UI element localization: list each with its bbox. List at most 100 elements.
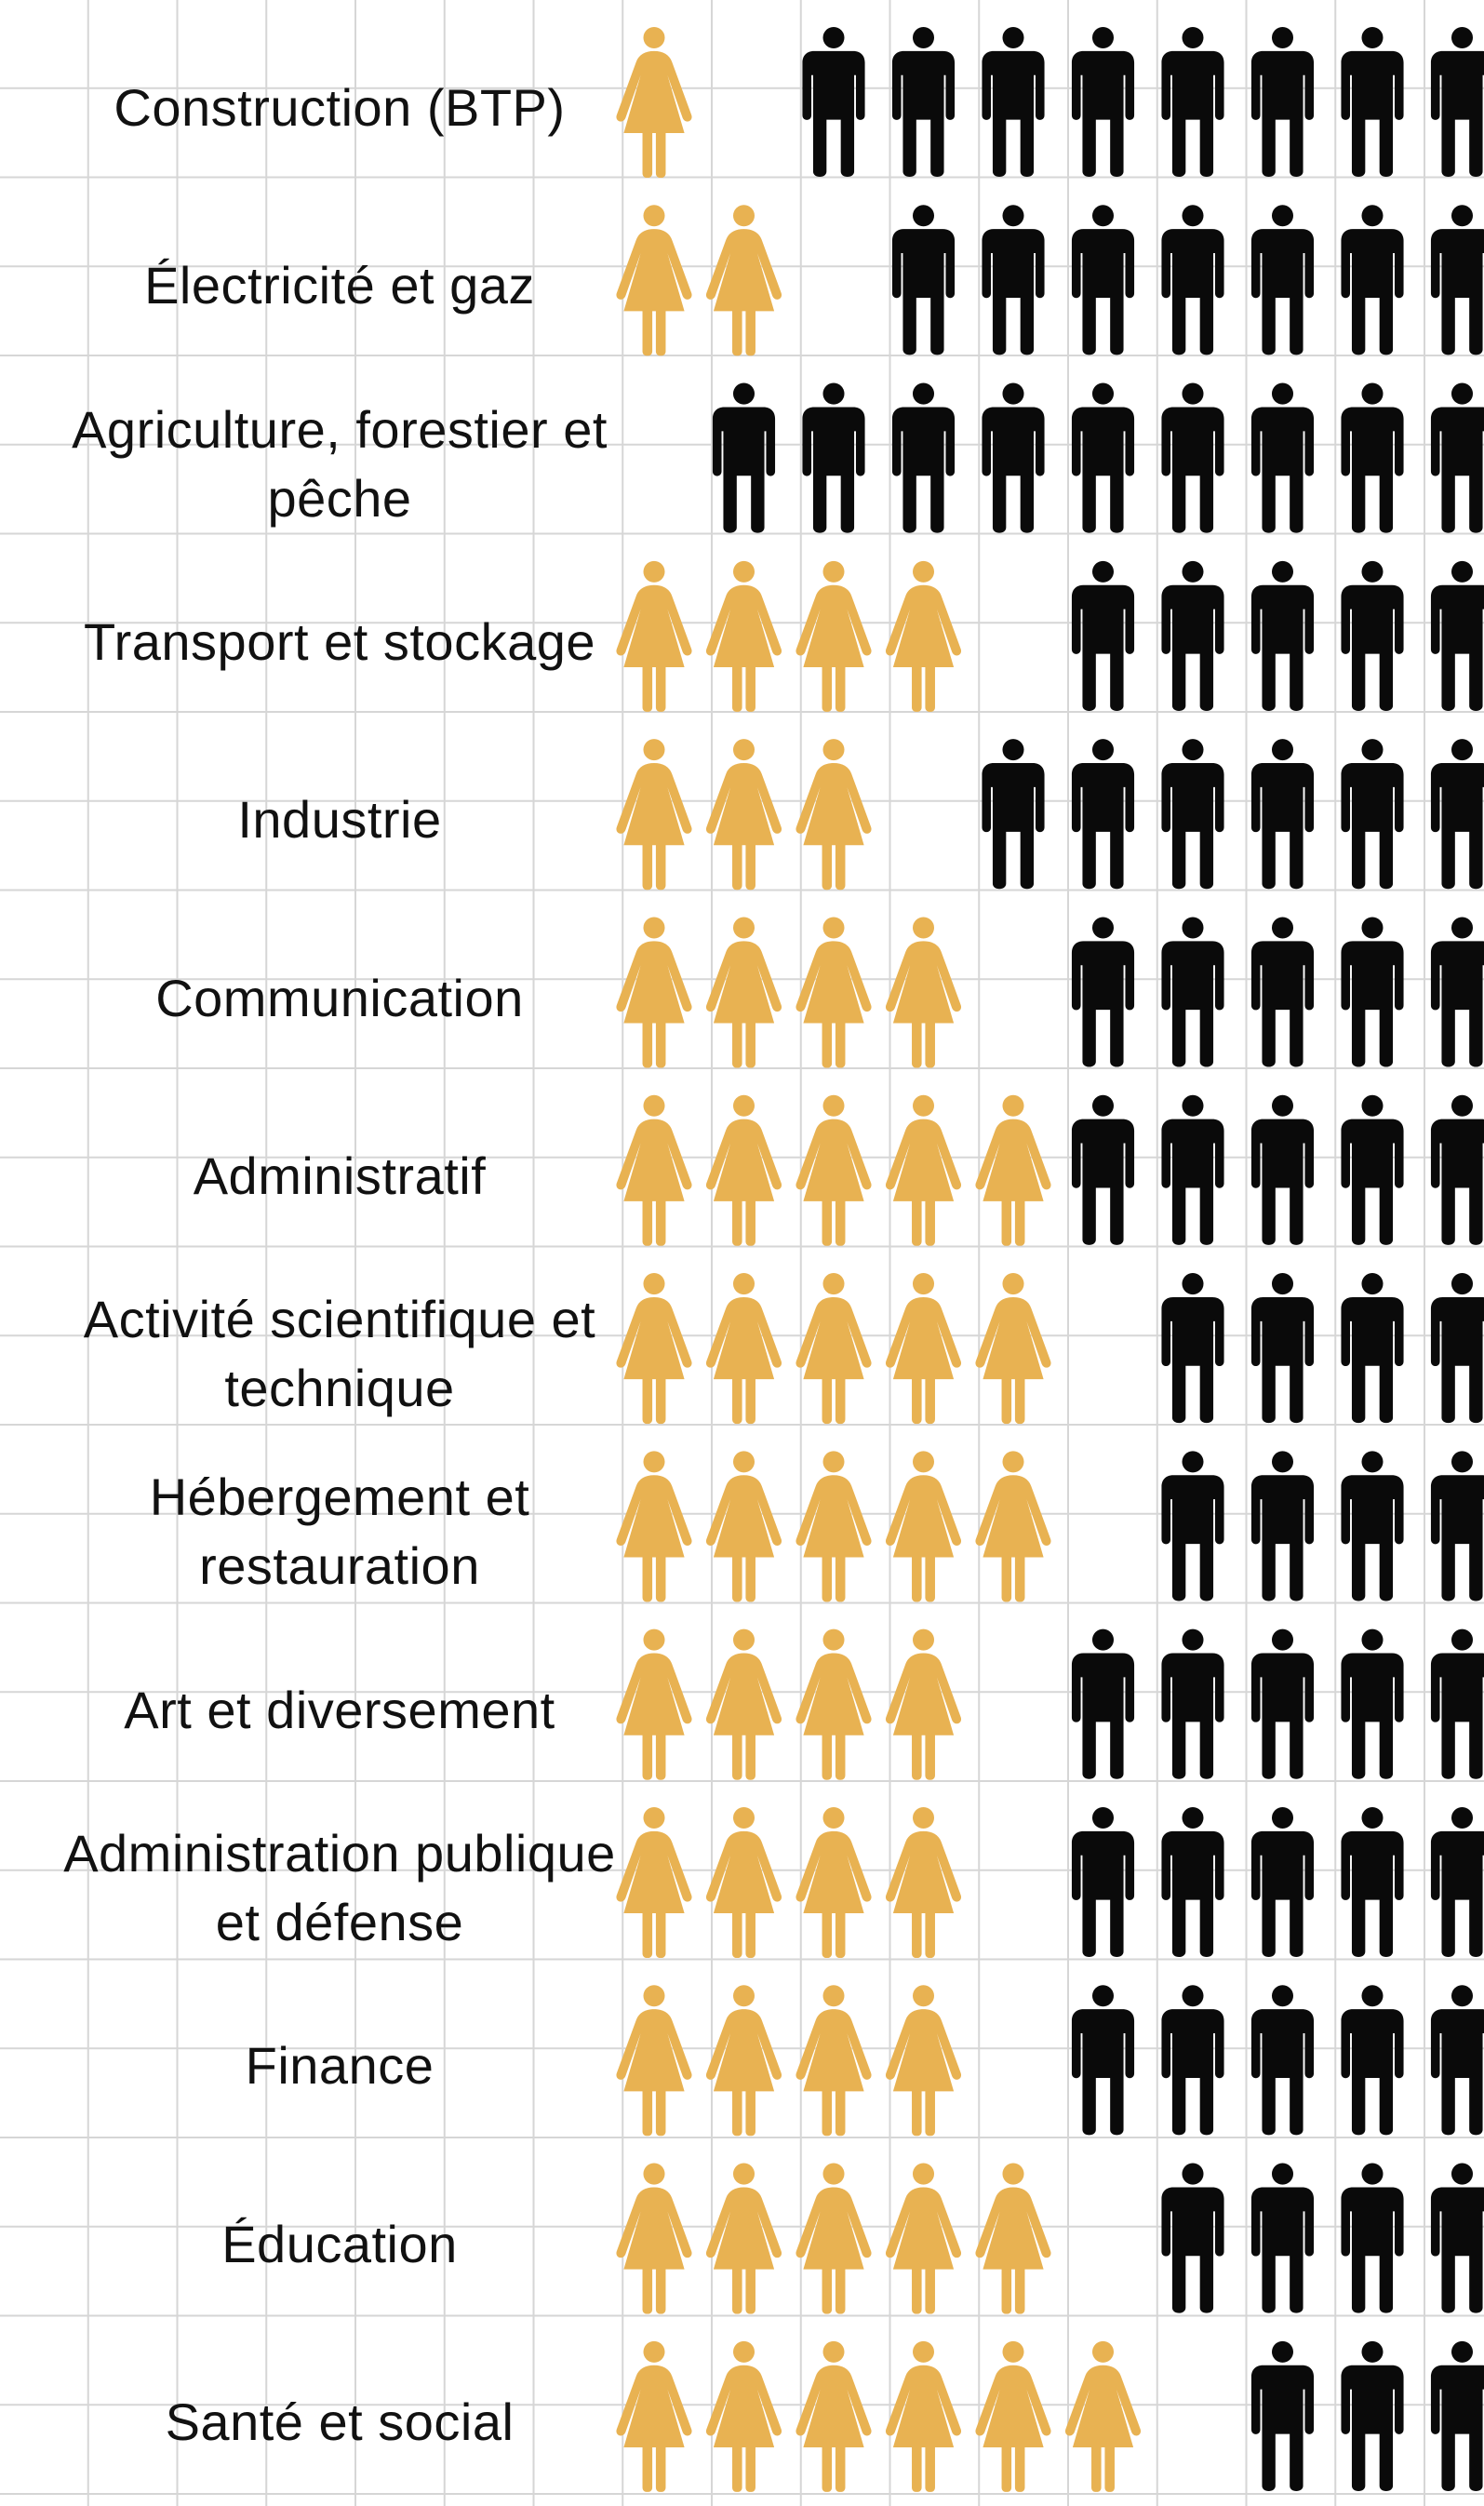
man-icon-partial	[1004, 1628, 1045, 1779]
woman-icon	[705, 1451, 782, 1602]
man-icon	[1341, 560, 1404, 711]
row-label-text: Construction (BTP)	[114, 78, 566, 137]
man-icon	[712, 382, 776, 533]
man-icon	[1341, 1273, 1404, 1424]
man-icon	[1430, 739, 1484, 890]
woman-icon-partial	[885, 739, 933, 891]
woman-icon-partial	[975, 1985, 996, 2137]
woman-icon	[1064, 2340, 1142, 2492]
woman-icon	[975, 1451, 1051, 1602]
woman-icon	[705, 739, 782, 891]
man-icon	[891, 205, 956, 355]
woman-icon	[795, 2163, 872, 2314]
woman-icon	[795, 1094, 872, 1246]
row-label-text: Hébergement et restauration	[149, 1467, 530, 1596]
man-icon-partial	[1120, 2163, 1135, 2313]
row-label-text: Art et diversement	[124, 1680, 555, 1739]
man-icon	[1250, 382, 1315, 533]
row-label-text: Administration publique et défense	[63, 1824, 616, 1951]
man-icon	[1341, 1451, 1404, 1601]
man-icon-partial	[932, 739, 956, 890]
man-icon	[1250, 26, 1315, 178]
man-icon	[802, 382, 865, 533]
man-icon	[1430, 1806, 1484, 1958]
man-icon	[1341, 26, 1404, 178]
man-icon	[1250, 1094, 1315, 1245]
man-icon	[1430, 2163, 1484, 2313]
man-icon-partial	[995, 560, 1045, 711]
man-icon	[1161, 560, 1224, 711]
man-icon	[1250, 1451, 1315, 1601]
man-icon	[982, 382, 1045, 533]
row-label: Administration publique et défense	[47, 1804, 633, 1972]
woman-icon	[795, 2340, 872, 2492]
man-icon-partial	[1201, 2340, 1224, 2491]
row-label: Électricité et gaz	[47, 202, 633, 369]
man-icon	[1341, 1628, 1404, 1779]
man-icon	[891, 26, 956, 178]
man-icon	[1430, 560, 1484, 711]
man-icon	[1071, 26, 1135, 178]
woman-icon-partial	[1064, 2163, 1121, 2314]
man-icon	[1341, 382, 1404, 533]
row-label: Art et diversement	[47, 1627, 633, 1794]
man-icon-partial	[842, 205, 865, 355]
woman-icon-partial	[1155, 2340, 1202, 2492]
man-icon	[1250, 739, 1315, 890]
woman-icon	[885, 1985, 962, 2137]
woman-icon	[885, 2163, 962, 2314]
woman-icon	[705, 1094, 782, 1246]
woman-icon	[705, 1273, 782, 1425]
row-label: Agriculture, forestier et pêche	[47, 381, 633, 548]
row-label-text: Industrie	[237, 790, 442, 850]
row-label-text: Éducation	[221, 2214, 458, 2273]
man-icon	[1071, 560, 1135, 711]
row-label-text: Transport et stockage	[83, 611, 596, 671]
man-icon-partial	[995, 1985, 1045, 2136]
man-icon	[1161, 739, 1224, 890]
man-icon	[802, 26, 865, 178]
woman-icon-partial	[795, 205, 843, 356]
woman-icon	[795, 739, 872, 891]
row-label: Hébergement et restauration	[47, 1448, 633, 1615]
man-icon	[1071, 739, 1135, 890]
woman-icon	[795, 1273, 872, 1425]
man-icon	[1250, 2340, 1315, 2491]
man-icon	[1341, 2163, 1404, 2313]
man-icon	[1071, 382, 1135, 533]
woman-icon	[795, 917, 872, 1068]
woman-icon-partial	[705, 26, 780, 178]
woman-icon	[885, 1273, 962, 1425]
man-icon	[982, 739, 1045, 890]
man-icon	[1250, 560, 1315, 711]
man-icon	[1341, 1806, 1404, 1958]
woman-icon-partial	[975, 560, 996, 712]
man-icon	[1161, 26, 1224, 178]
woman-icon	[705, 917, 782, 1068]
man-icon	[1161, 1451, 1224, 1601]
man-icon	[1161, 1094, 1224, 1245]
man-icon	[1430, 1451, 1484, 1601]
man-icon	[1250, 1985, 1315, 2136]
woman-icon	[795, 1628, 872, 1780]
man-icon	[982, 205, 1045, 355]
woman-icon	[975, 1273, 1051, 1425]
row-label: Administratif	[47, 1092, 633, 1260]
man-icon	[1071, 205, 1135, 355]
man-icon	[1250, 205, 1315, 355]
man-icon	[1250, 2163, 1315, 2313]
man-icon	[1071, 1094, 1135, 1245]
man-icon	[1071, 1806, 1135, 1958]
man-icon	[1250, 1806, 1315, 1958]
woman-icon	[975, 2163, 1051, 2314]
woman-icon	[885, 917, 962, 1068]
row-label: Industrie	[47, 736, 633, 904]
man-icon	[1430, 205, 1484, 355]
woman-icon	[705, 2163, 782, 2314]
woman-icon	[975, 1094, 1051, 1246]
man-icon-partial	[995, 917, 1045, 1067]
woman-icon	[705, 1628, 782, 1780]
woman-icon	[885, 1451, 962, 1602]
row-label: Transport et stockage	[47, 558, 633, 726]
row-label: Activité scientifique et technique	[47, 1270, 633, 1438]
